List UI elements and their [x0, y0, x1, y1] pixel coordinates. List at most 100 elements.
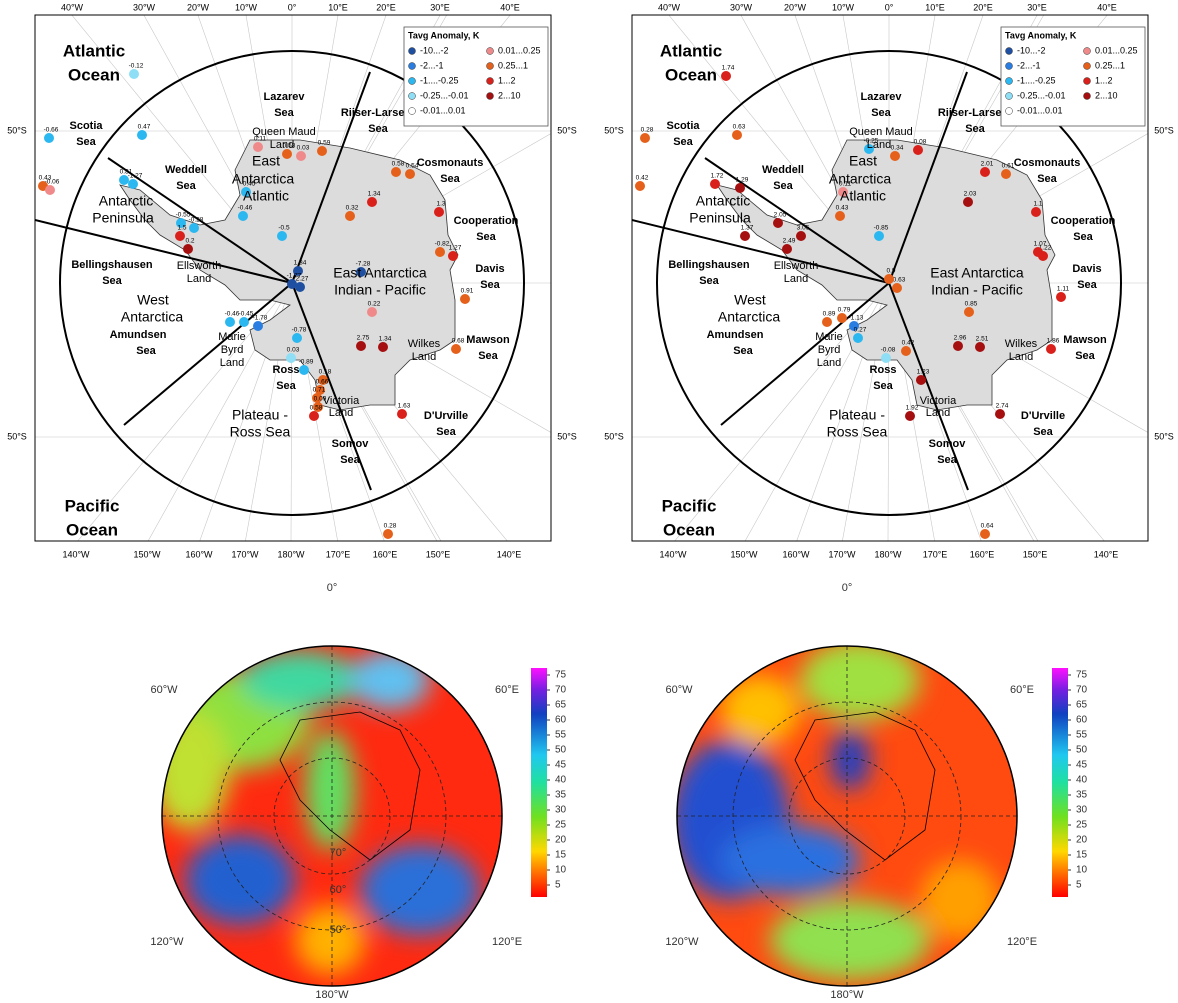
region-label: Marie: [815, 331, 843, 343]
lon-label: 30°W: [133, 2, 156, 12]
station: [296, 151, 306, 161]
lon-label: 140°W: [659, 549, 687, 559]
region-label: Sea: [1037, 173, 1057, 185]
legend-label: 1...2: [498, 75, 516, 85]
station-value: 0.64: [981, 523, 994, 530]
station: [740, 231, 750, 241]
station-value: 0.47: [138, 124, 151, 131]
station-value: 0.43: [836, 205, 849, 212]
station: [822, 317, 832, 327]
region-label: Victoria: [920, 395, 957, 407]
region-label: Land: [329, 407, 353, 419]
station: [253, 142, 263, 152]
station: [796, 231, 806, 241]
longitude-label: 180°W: [830, 989, 864, 1001]
lon-label: 170°E: [923, 549, 948, 559]
region-label: Ross Sea: [230, 424, 291, 440]
station: [964, 307, 974, 317]
colorbar-label: 70: [555, 685, 567, 696]
region-label: Sea: [937, 454, 957, 466]
colorbar-label: 5: [1076, 880, 1082, 891]
station-value: 0.22: [368, 301, 381, 308]
station-value: 2.01: [981, 161, 994, 168]
station-map: 1.740.280.630.421.721.292.053.051.372.49…: [603, 0, 1178, 629]
lon-label: 180°W: [874, 549, 902, 559]
region-label: Ross: [273, 364, 300, 376]
region-label: Amundsen: [110, 329, 167, 341]
station: [1031, 207, 1041, 217]
station: [1033, 247, 1043, 257]
lon-label: 30°W: [730, 2, 753, 12]
station: [295, 282, 305, 292]
lon-label: 150°W: [730, 549, 758, 559]
legend-marker: [487, 48, 494, 55]
station: [183, 244, 193, 254]
lat-label: 50°S: [1154, 125, 1174, 135]
lat-label: 50°S: [7, 125, 27, 135]
station-value: 0.9: [886, 268, 895, 275]
station-value: 0.68: [452, 338, 465, 345]
station: [782, 244, 792, 254]
legend-marker: [487, 78, 494, 85]
lon-label: 0°: [885, 2, 894, 12]
region-label: Sea: [965, 123, 985, 135]
legend-marker: [487, 93, 494, 100]
region-label: Peninsula: [92, 210, 154, 226]
colorbar-label: 25: [1076, 820, 1088, 831]
region-label: Davis: [475, 263, 504, 275]
longitude-label: 0°: [842, 582, 853, 594]
longitude-label: 60°E: [495, 684, 519, 696]
lon-label: 40°W: [658, 2, 681, 12]
station-value: 0.28: [384, 523, 397, 530]
station-value: -0.78: [292, 327, 307, 334]
station-value: 1.07: [1034, 241, 1047, 248]
region-label: Pacific: [662, 496, 717, 515]
region-label: Marie: [218, 331, 246, 343]
lat-label: 50°S: [1154, 431, 1174, 441]
longitude-label: 120°W: [150, 936, 184, 948]
station: [378, 342, 388, 352]
colorbar-label: 65: [555, 700, 567, 711]
legend-label: -10...-2: [420, 45, 449, 55]
station-value: 0.59: [318, 140, 331, 147]
station-value: -1.27: [128, 173, 143, 180]
colorbar-label: 30: [1076, 805, 1088, 816]
station-value: 0.03: [287, 347, 300, 354]
station: [292, 333, 302, 343]
station-value: 1.72: [711, 173, 724, 180]
station-value: 0.42: [636, 175, 649, 182]
lon-label: 150°W: [133, 549, 161, 559]
station: [189, 223, 199, 233]
station: [309, 411, 319, 421]
region-label: Land: [817, 357, 841, 369]
legend-title: Tavg Anomaly, K: [1005, 30, 1077, 40]
region-label: Queen Maud: [849, 126, 913, 138]
region-label: Ocean: [68, 65, 120, 84]
station: [1046, 344, 1056, 354]
station-value: 0.71: [313, 387, 326, 394]
region-label: Sea: [76, 136, 96, 148]
region-label: Ocean: [665, 65, 717, 84]
lon-label: 160°E: [970, 549, 995, 559]
station: [435, 247, 445, 257]
station: [837, 313, 847, 323]
station-value: 2.49: [783, 238, 796, 245]
legend-marker: [1084, 63, 1091, 70]
legend-label: -0.01...0.01: [420, 105, 466, 115]
legend-marker: [409, 93, 416, 100]
region-label: Sea: [476, 231, 496, 243]
station-value: 1.74: [722, 65, 735, 72]
region-label: Ocean: [663, 520, 715, 539]
lat-label: 50°S: [604, 431, 624, 441]
region-label: Byrd: [221, 344, 244, 356]
map-body: -0.12-0.660.470.43-0.060.81-1.27-0.55-0.…: [6, 0, 692, 629]
station-value: -0.08: [881, 347, 896, 354]
region-label: Sea: [1077, 279, 1097, 291]
lon-label: 20°W: [187, 2, 210, 12]
station: [953, 341, 963, 351]
station-value: -1.78: [253, 315, 268, 322]
lat-label: 50°S: [557, 125, 577, 135]
legend-label: 2...10: [498, 90, 521, 100]
station-value: 0.66: [316, 379, 329, 386]
